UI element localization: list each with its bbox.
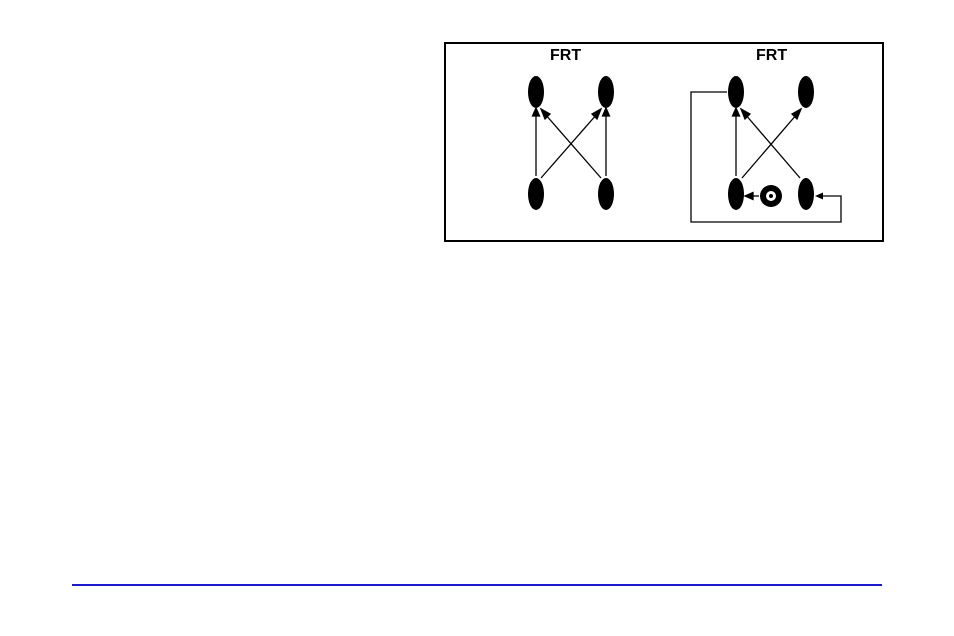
arrow-rl-to-fl-icon	[733, 108, 740, 176]
tire-rotation-figure: FRT FRT	[444, 42, 884, 242]
bracket-arrowhead-icon	[815, 193, 823, 200]
page: FRT FRT	[0, 0, 954, 636]
tire-rear-right-icon	[598, 178, 614, 210]
arrow-spare-to-rl-icon	[745, 193, 759, 200]
arrow-rr-to-fr-icon	[603, 108, 610, 176]
tire-front-right-icon	[798, 76, 814, 108]
arrow-rl-to-fr-icon	[742, 109, 801, 178]
arrow-rl-to-fl-icon	[533, 108, 540, 176]
tire-front-right-icon	[598, 76, 614, 108]
tire-rear-left-icon	[728, 178, 744, 210]
tire-rear-right-icon	[798, 178, 814, 210]
tire-front-left-icon	[728, 76, 744, 108]
frt-label-left: FRT	[550, 47, 581, 65]
tire-front-left-icon	[528, 76, 544, 108]
arrow-rr-to-fl-icon	[741, 109, 800, 178]
bottom-rule	[72, 584, 882, 586]
right-diagram	[691, 76, 841, 222]
tire-rotation-svg	[446, 44, 882, 240]
spare-tire-icon	[760, 185, 782, 207]
left-diagram	[528, 76, 614, 210]
tire-rear-left-icon	[528, 178, 544, 210]
frt-label-right: FRT	[756, 47, 787, 65]
